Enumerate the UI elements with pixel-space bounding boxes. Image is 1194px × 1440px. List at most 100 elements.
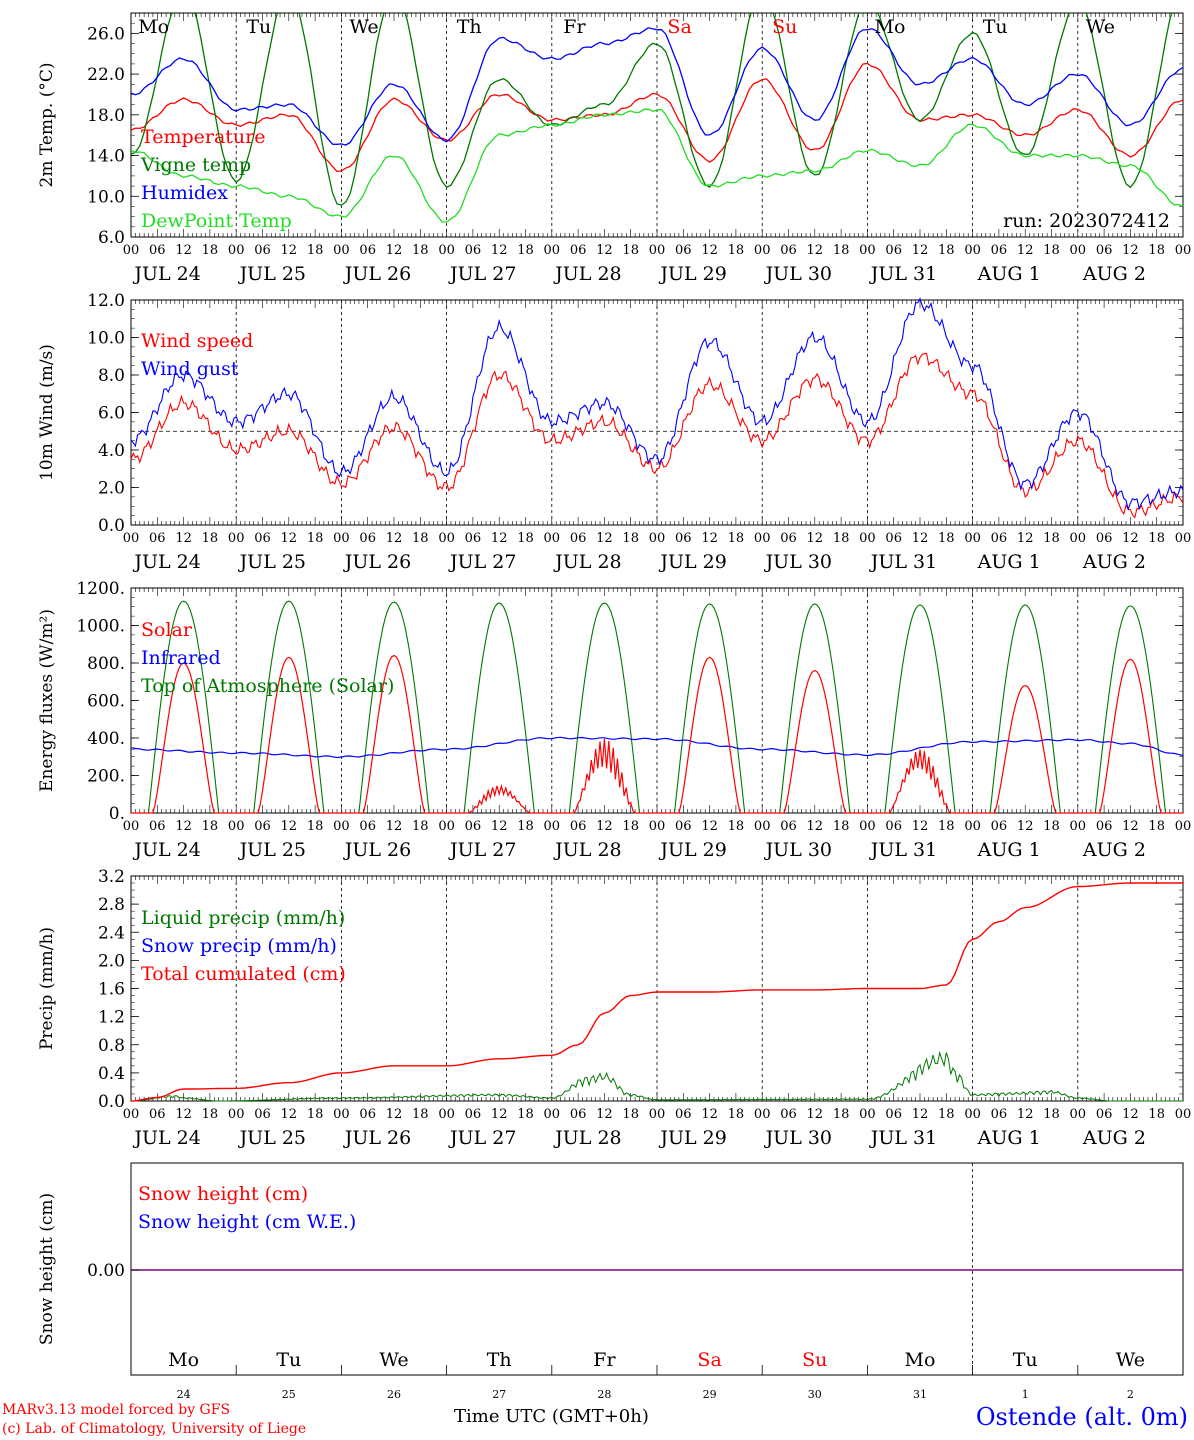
y-tick-label: 22.0 xyxy=(87,65,125,85)
hour-tick-label: 00 xyxy=(859,819,876,834)
date-label: JUL 27 xyxy=(448,263,516,285)
hour-tick-label: 06 xyxy=(570,243,587,258)
hour-tick-label: 00 xyxy=(1175,1107,1192,1122)
hour-tick-label: 18 xyxy=(202,819,219,834)
hour-tick-label: 18 xyxy=(728,819,745,834)
hour-tick-label: 18 xyxy=(938,531,955,546)
series-humidex xyxy=(131,27,1183,146)
weekday-label: We xyxy=(349,16,378,38)
hour-tick-label: 12 xyxy=(807,1107,824,1122)
y-tick-label: 0.8 xyxy=(98,1036,125,1056)
hour-tick-label: 18 xyxy=(833,243,850,258)
hour-tick-label: 06 xyxy=(1096,1107,1113,1122)
hour-tick-label: 12 xyxy=(701,243,718,258)
hour-tick-label: 12 xyxy=(1122,243,1139,258)
hour-tick-label: 06 xyxy=(885,531,902,546)
hour-tick-label: 18 xyxy=(622,531,639,546)
hour-tick-label: 00 xyxy=(228,1107,245,1122)
hour-tick-label: 00 xyxy=(228,531,245,546)
hour-tick-label: 18 xyxy=(202,531,219,546)
date-label: JUL 31 xyxy=(869,551,937,573)
hour-tick-label: 12 xyxy=(1122,819,1139,834)
hour-tick-label: 18 xyxy=(938,243,955,258)
hour-tick-label: 18 xyxy=(307,243,324,258)
y-tick-label: 12.0 xyxy=(87,291,125,311)
date-label: AUG 1 xyxy=(977,551,1041,573)
hour-tick-label: 18 xyxy=(938,819,955,834)
hour-tick-label: 18 xyxy=(728,1107,745,1122)
date-label: JUL 24 xyxy=(132,263,200,285)
hour-tick-label: 06 xyxy=(465,1107,482,1122)
hour-tick-label: 12 xyxy=(912,1107,929,1122)
date-label: JUL 30 xyxy=(764,263,832,285)
weekday-label: Tu xyxy=(1013,1349,1038,1371)
date-label: JUL 29 xyxy=(658,263,726,285)
day-number-label: 24 xyxy=(177,1388,191,1401)
hour-tick-label: 06 xyxy=(675,243,692,258)
hour-tick-label: 12 xyxy=(175,819,192,834)
day-number-label: 26 xyxy=(387,1388,401,1401)
day-number-label: 2 xyxy=(1127,1388,1134,1401)
hour-tick-label: 00 xyxy=(964,243,981,258)
hour-tick-label: 06 xyxy=(149,531,166,546)
hour-tick-label: 18 xyxy=(622,1107,639,1122)
hour-tick-label: 00 xyxy=(649,531,666,546)
hour-tick-label: 06 xyxy=(675,531,692,546)
hour-tick-label: 06 xyxy=(254,531,271,546)
date-label: JUL 31 xyxy=(869,1127,937,1149)
hour-tick-label: 00 xyxy=(544,819,561,834)
hour-tick-label: 06 xyxy=(359,243,376,258)
date-label: AUG 2 xyxy=(1082,263,1146,285)
hour-tick-label: 00 xyxy=(754,1107,771,1122)
date-label: JUL 26 xyxy=(343,551,411,573)
date-label: JUL 28 xyxy=(553,839,621,861)
hour-tick-label: 12 xyxy=(701,819,718,834)
legend-entry: Vigne temp xyxy=(140,154,251,176)
y-tick-label: 3.2 xyxy=(98,867,125,887)
hour-tick-label: 00 xyxy=(228,819,245,834)
hour-tick-label: 18 xyxy=(1043,243,1060,258)
series-liquid-precip xyxy=(131,1050,1183,1102)
hour-tick-label: 00 xyxy=(438,243,455,258)
y-tick-label: 0.4 xyxy=(98,1064,125,1084)
run-label: run: 2023072412 xyxy=(1003,210,1170,232)
weekday-label: Sa xyxy=(667,16,691,38)
y-axis-label: Energy fluxes (W/m²) xyxy=(37,609,57,792)
hour-tick-label: 18 xyxy=(412,819,429,834)
y-tick-label: 1200. xyxy=(76,579,125,599)
hour-tick-label: 12 xyxy=(1017,819,1034,834)
date-label: JUL 30 xyxy=(764,551,832,573)
weekday-label: Tu xyxy=(983,16,1008,38)
hour-tick-label: 00 xyxy=(123,819,140,834)
day-number-label: 25 xyxy=(282,1388,296,1401)
hour-tick-label: 18 xyxy=(307,819,324,834)
hour-tick-label: 00 xyxy=(964,1107,981,1122)
series-wind-speed xyxy=(130,352,1184,519)
hour-tick-label: 06 xyxy=(359,531,376,546)
hour-tick-label: 00 xyxy=(228,243,245,258)
hour-tick-label: 06 xyxy=(149,1107,166,1122)
date-label: JUL 28 xyxy=(553,263,621,285)
y-tick-label: 6.0 xyxy=(98,404,125,424)
day-number-label: 30 xyxy=(808,1388,822,1401)
date-label: AUG 2 xyxy=(1082,839,1146,861)
date-label: JUL 29 xyxy=(658,839,726,861)
hour-tick-label: 12 xyxy=(491,531,508,546)
hour-tick-label: 06 xyxy=(465,243,482,258)
legend-entry: Humidex xyxy=(141,182,228,204)
hour-tick-label: 06 xyxy=(991,243,1008,258)
hour-tick-label: 18 xyxy=(1043,819,1060,834)
hour-tick-label: 18 xyxy=(622,819,639,834)
y-tick-label: 400. xyxy=(87,729,125,749)
hour-tick-label: 18 xyxy=(833,531,850,546)
date-label: AUG 2 xyxy=(1082,551,1146,573)
y-tick-label: 600. xyxy=(87,692,125,712)
hour-tick-label: 00 xyxy=(754,819,771,834)
day-number-label: 1 xyxy=(1022,1388,1029,1401)
hour-tick-label: 18 xyxy=(728,243,745,258)
date-label: JUL 25 xyxy=(238,1127,306,1149)
hour-tick-label: 06 xyxy=(885,243,902,258)
date-label: JUL 28 xyxy=(553,1127,621,1149)
hour-tick-label: 00 xyxy=(1175,819,1192,834)
